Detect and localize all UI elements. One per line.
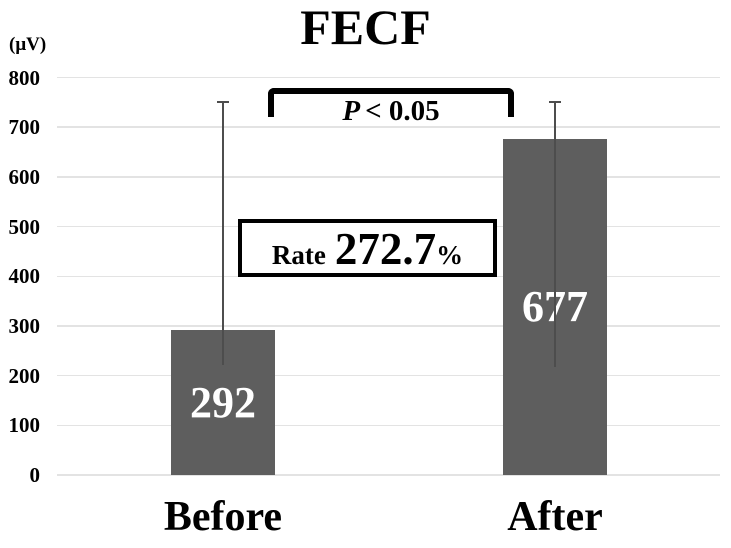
gridline: [57, 474, 720, 476]
error-bar-cap: [217, 101, 229, 104]
gridline: [57, 76, 720, 79]
y-axis-tick-label: 0: [29, 463, 41, 487]
y-axis-tick-label: 600: [8, 164, 41, 189]
gridline: [57, 424, 720, 427]
x-axis-label-before: Before: [163, 494, 283, 540]
gridline: [57, 374, 720, 377]
y-axis-tick-label: 700: [8, 115, 41, 140]
rate-percent-sign: %: [436, 240, 464, 270]
gridline: [57, 176, 720, 178]
p-value-text: < 0.05: [365, 95, 440, 127]
error-bar-line: [222, 102, 224, 365]
significance-bracket: [268, 88, 514, 117]
significance-label: P < 0.05: [268, 96, 514, 126]
x-axis-label-after: After: [507, 494, 603, 540]
y-axis-tick-label: 100: [8, 413, 41, 438]
y-axis-tick-label: 800: [8, 65, 41, 90]
error-bar-line: [554, 102, 556, 368]
chart-title: FECF: [300, 0, 431, 55]
y-axis-unit-label: (μV): [9, 34, 47, 55]
bar-value-label-before: 292: [190, 377, 256, 427]
error-bar-cap: [549, 101, 561, 104]
y-axis-tick-label: 400: [8, 264, 41, 289]
gridline: [57, 126, 720, 128]
rate-value: 272.7: [334, 224, 437, 274]
y-axis-tick-label: 200: [8, 363, 41, 388]
y-axis-tick-label: 500: [8, 214, 41, 239]
y-axis-tick-label: 300: [8, 313, 41, 338]
gridline: [57, 325, 720, 327]
p-symbol: P: [342, 95, 361, 127]
rate-label: Rate: [271, 240, 326, 270]
rate-box: Rate 272.7 %: [238, 219, 497, 277]
